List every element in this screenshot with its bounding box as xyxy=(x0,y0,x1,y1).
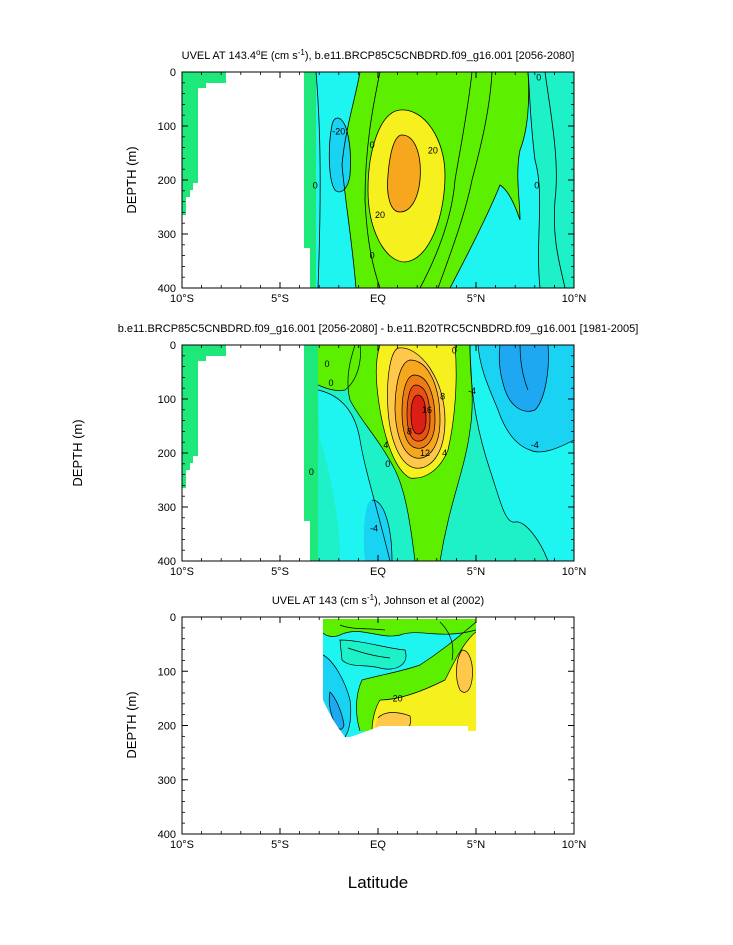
panel-2-land-mask xyxy=(182,345,310,561)
x-tick-label: 10°N xyxy=(562,293,587,305)
contour-label: 4 xyxy=(442,448,447,458)
panel-1-contours xyxy=(315,72,566,288)
contour-label: 8 xyxy=(407,426,412,436)
x-tick-label: 5°S xyxy=(271,293,289,305)
panel-3-green-top xyxy=(323,619,476,637)
panel-3-ticks: 10°S 5°S EQ 5°N 10°N 0 100 200 300 400 xyxy=(158,612,587,851)
panel-2-boundary-green xyxy=(304,345,318,561)
contour-label: -20 xyxy=(332,126,345,136)
y-tick-label: 100 xyxy=(158,394,176,406)
y-tick-label: 400 xyxy=(158,283,176,295)
panel-2-contours xyxy=(317,345,574,561)
panel-3-field xyxy=(182,617,574,834)
contour-label: 4 xyxy=(383,440,388,450)
panel-3-contours xyxy=(322,621,477,738)
x-tick-label: 5°N xyxy=(467,566,486,578)
contour-label: 0 xyxy=(370,140,375,150)
panel-1-boundary-green xyxy=(304,72,316,288)
contour-label: 20 xyxy=(375,210,385,220)
x-tick-label: 5°S xyxy=(271,839,289,851)
y-tick-label: 200 xyxy=(158,175,176,187)
y-tick-label: 300 xyxy=(158,775,176,787)
y-tick-label: 0 xyxy=(170,340,176,352)
panel-3-ylabel: DEPTH (m) xyxy=(124,691,139,758)
panel-3-yellow xyxy=(372,632,476,731)
panel-1-land-mask xyxy=(182,72,310,288)
contour-label: 0 xyxy=(328,378,333,388)
y-tick-label: 400 xyxy=(158,829,176,841)
y-tick-label: 0 xyxy=(170,612,176,624)
panel-3-title: UVEL AT 143 (cm s-1), Johnson et al (200… xyxy=(272,593,484,607)
contour-label: 0 xyxy=(534,180,539,190)
x-tick-label: 10°N xyxy=(562,566,587,578)
contour-label: 0 xyxy=(452,345,457,355)
y-tick-label: 300 xyxy=(158,502,176,514)
panel-2-coast-green xyxy=(182,345,226,488)
x-tick-label: 10°S xyxy=(170,566,194,578)
y-tick-label: 200 xyxy=(158,721,176,733)
panel-2: b.e11.BRCP85C5CNBDRD.f09_g16.001 [2056-2… xyxy=(118,323,639,578)
x-tick-label: 5°N xyxy=(467,839,486,851)
panel-3-orange-east xyxy=(456,650,473,693)
panel-2-field xyxy=(182,345,574,561)
x-tick-label: 10°S xyxy=(170,293,194,305)
panel-2-title: b.e11.BRCP85C5CNBDRD.f09_g16.001 [2056-2… xyxy=(118,323,639,335)
panel-2-contour-labels: 0 0 4 8 16 12 8 0 4 0 -4 -4 0 -4 xyxy=(309,345,539,533)
x-tick-label: EQ xyxy=(370,566,386,578)
panel-2-sky-west xyxy=(363,500,392,561)
panel-1-field xyxy=(182,72,574,288)
panel-3-sky-west xyxy=(323,655,351,737)
y-tick-label: 200 xyxy=(158,448,176,460)
contour-label: 20 xyxy=(428,145,438,155)
contour-label: -4 xyxy=(370,524,378,534)
panel-3: UVEL AT 143 (cm s-1), Johnson et al (200… xyxy=(124,593,586,851)
contour-label: 0 xyxy=(370,251,375,261)
panel-3-missing-data-mask xyxy=(182,617,574,834)
panel-1-ylabel: DEPTH (m) xyxy=(124,146,139,213)
x-tick-label: 10°N xyxy=(562,839,587,851)
panel-1-sky-region xyxy=(329,118,351,192)
contour-label: 20 xyxy=(393,693,403,703)
panel-3-contour-labels: 20 xyxy=(393,693,403,703)
panel-3-aquamarine-patch xyxy=(340,640,406,670)
contour-label: -4 xyxy=(531,440,539,450)
contour-label: 8 xyxy=(440,391,445,401)
contour-label: 16 xyxy=(422,405,432,415)
x-axis-label: Latitude xyxy=(348,873,409,892)
panel-1-aquamarine-region xyxy=(528,72,574,288)
contour-label: 12 xyxy=(420,448,430,458)
panel-2-red-core xyxy=(411,395,426,434)
contour-label: 0 xyxy=(309,467,314,477)
panel-1-title: UVEL AT 143.4oE (cm s-1), b.e11.BRCP85C5… xyxy=(182,48,575,62)
contour-label: -4 xyxy=(468,386,476,396)
y-tick-label: 300 xyxy=(158,229,176,241)
shared-ylabel: DEPTH (m) xyxy=(70,419,85,486)
x-tick-label: 5°S xyxy=(271,566,289,578)
x-tick-label: EQ xyxy=(370,839,386,851)
y-tick-label: 100 xyxy=(158,121,176,133)
panel-1-contour-labels: -20 0 0 20 20 0 0 0 xyxy=(313,72,541,260)
panel-1-coast-green xyxy=(182,72,226,215)
x-tick-label: 5°N xyxy=(467,293,486,305)
panel-1-orange-region xyxy=(387,135,421,212)
y-tick-label: 100 xyxy=(158,666,176,678)
contour-label: 0 xyxy=(325,359,330,369)
contour-label: 0 xyxy=(536,72,541,82)
x-tick-label: 10°S xyxy=(170,839,194,851)
x-tick-label: EQ xyxy=(370,293,386,305)
panel-3-blue-west xyxy=(329,692,344,730)
panel-1: UVEL AT 143.4oE (cm s-1), b.e11.BRCP85C5… xyxy=(124,48,586,305)
y-tick-label: 0 xyxy=(170,67,176,79)
y-tick-label: 400 xyxy=(158,556,176,568)
contour-label: 0 xyxy=(313,180,318,190)
contour-label: 0 xyxy=(385,459,390,469)
